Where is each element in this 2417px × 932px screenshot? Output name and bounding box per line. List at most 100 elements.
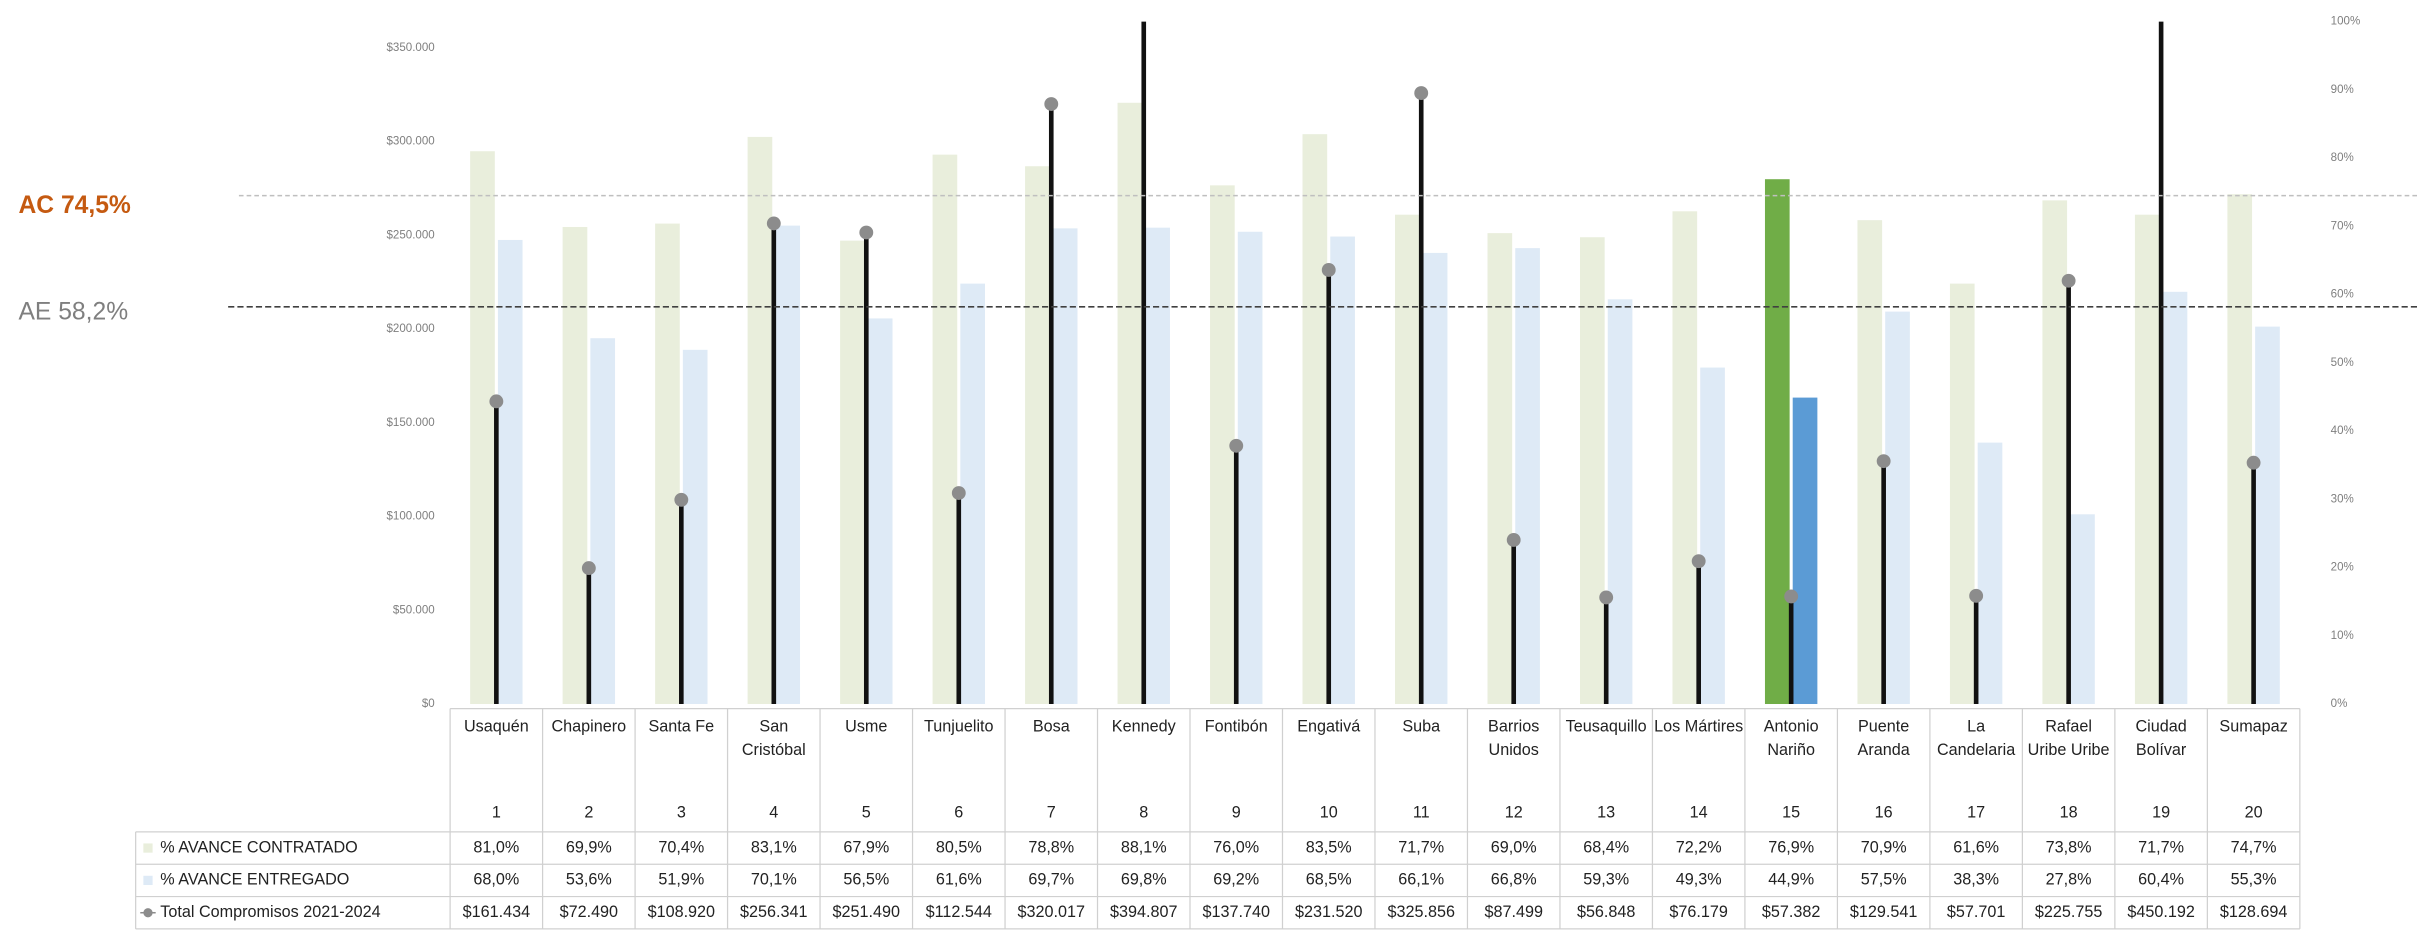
data-label: 76,9% (1768, 838, 1814, 856)
data-label: 61,6% (936, 871, 982, 889)
reference-label: AE 58,2% (18, 299, 128, 326)
data-label: 67,9% (843, 838, 889, 856)
category-number: 6 (954, 804, 963, 822)
bar (1330, 236, 1355, 705)
bar (1145, 227, 1170, 705)
data-label: 44,9% (1768, 871, 1814, 889)
x-tick-label: Puente Aranda (1857, 717, 1910, 760)
legend-label: % AVANCE CONTRATADO (160, 838, 357, 856)
data-label: 71,7% (1398, 838, 1444, 856)
lollipop-marker (1969, 588, 1984, 603)
bar (1117, 102, 1143, 705)
data-label: $251.490 (833, 903, 900, 921)
bar (562, 226, 588, 705)
data-label: 38,3% (1953, 871, 1999, 889)
data-label: 88,1% (1121, 838, 1167, 856)
data-label: 83,5% (1306, 838, 1352, 856)
category-cell: Engativá (1297, 718, 1360, 736)
y2-tick-label: 80% (2331, 152, 2354, 164)
category-number: 15 (1782, 804, 1800, 822)
y2-tick-label: 60% (2331, 289, 2354, 301)
y-tick-label: $100.000 (387, 511, 435, 523)
bar (1237, 231, 1263, 705)
bar (1764, 179, 1790, 705)
category-number: 20 (2245, 804, 2263, 822)
lollipop-marker (1414, 86, 1429, 101)
lollipop-marker (1691, 554, 1706, 569)
category-number: 11 (1413, 804, 1430, 822)
data-label: 68,5% (1306, 871, 1352, 889)
category-number: 10 (1320, 804, 1338, 822)
x-tick-label: Usme (845, 717, 888, 737)
data-label: $112.544 (926, 903, 992, 921)
data-label: 76,0% (1213, 838, 1259, 856)
category-cell: Santa Fe (648, 718, 714, 736)
lollipop-marker (951, 486, 966, 500)
category-cell: Sumapaz (2219, 718, 2287, 736)
x-tick-label: Barrios Unidos (1488, 717, 1540, 760)
legend-label: Total Compromisos 2021-2024 (160, 903, 380, 921)
category-cell: Teusaquillo (1566, 718, 1647, 736)
bar (655, 223, 680, 705)
bar (2134, 214, 2160, 705)
category-cell: Usaquén (464, 718, 529, 736)
data-label: $161.434 (463, 903, 530, 921)
category-number: 18 (2060, 804, 2078, 822)
y2-tick-label: 50% (2331, 357, 2354, 369)
y-tick-label: $200.000 (387, 323, 435, 335)
x-tick-label: Bosa (1032, 717, 1070, 737)
data-label: 57,5% (1861, 871, 1907, 889)
bar (1395, 214, 1420, 705)
bar (1949, 283, 1975, 705)
bar (1025, 166, 1050, 705)
category-number: 14 (1690, 804, 1708, 822)
data-label: 74,7% (2231, 838, 2277, 856)
category-cell: Chapinero (551, 718, 626, 736)
category-cell: Ciudad Bolívar (2135, 717, 2187, 760)
data-label: 49,3% (1676, 871, 1722, 889)
x-tick-label: Kennedy (1111, 717, 1176, 737)
data-label: 66,8% (1491, 871, 1537, 889)
bar (470, 151, 495, 705)
data-label: $129.541 (1850, 903, 1917, 921)
lollipop-marker (1044, 97, 1059, 111)
category-cell: Rafael Uribe Uribe (2028, 718, 2110, 760)
bar (1487, 233, 1513, 705)
data-label: 60,4% (2138, 871, 2184, 889)
lollipop-marker (1876, 454, 1891, 469)
legend-label: % AVANCE ENTREGADO (160, 871, 349, 889)
y2-tick-label: 10% (2331, 630, 2354, 642)
y-tick-label: $300.000 (387, 136, 435, 148)
data-label: $57.701 (1947, 903, 2005, 921)
data-label: $137.740 (1203, 903, 1270, 921)
category-cell: Puente Aranda (1857, 717, 1910, 760)
bar (775, 225, 801, 705)
data-label: 81,0% (473, 838, 519, 856)
bar (1607, 299, 1633, 705)
bar (1052, 228, 1078, 705)
reference-label: AC 74,5% (18, 192, 130, 219)
bar (1672, 211, 1698, 705)
bar (682, 349, 708, 705)
x-tick-label: Ciudad Bolívar (2135, 717, 2187, 760)
category-cell: Barrios Unidos (1488, 717, 1540, 760)
bar (2255, 326, 2280, 705)
lollipop-marker (1784, 589, 1799, 604)
legend-swatch (143, 843, 153, 853)
category-number: 8 (1139, 804, 1148, 822)
x-tick-label: San Cristóbal (741, 717, 806, 760)
category-number: 16 (1875, 804, 1893, 822)
data-label: 83,1% (751, 838, 797, 856)
lollipop-marker (1229, 438, 1244, 453)
data-label: $128.694 (2220, 903, 2287, 921)
bar (497, 239, 523, 705)
data-label: 27,8% (2046, 871, 2092, 889)
y2-tick-label: 100% (2331, 16, 2361, 28)
category-cell: Fontibón (1205, 718, 1268, 736)
category-cell: Kennedy (1111, 717, 1176, 737)
y-tick-label: $250.000 (387, 229, 435, 241)
x-tick-label: Suba (1402, 717, 1441, 737)
plot-area (470, 21, 2280, 705)
category-number: 3 (677, 804, 686, 822)
